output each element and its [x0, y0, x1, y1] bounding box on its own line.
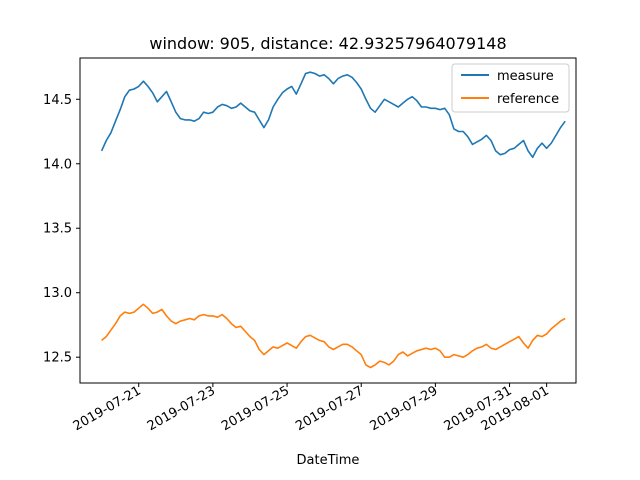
chart-title: window: 905, distance: 42.93257964079148 — [149, 34, 506, 53]
plot-lines — [100, 71, 566, 369]
x-tick-label: 2019-07-29 — [367, 383, 440, 434]
y-axis: 12.5 13.0 13.5 14.0 14.5 — [43, 93, 80, 366]
y-tick-label: 14.5 — [43, 93, 72, 108]
x-axis: 2019-07-21 2019-07-23 2019-07-25 2019-07-27… — [71, 383, 552, 434]
y-tick-label: 13.5 — [43, 222, 72, 237]
series-line-reference — [101, 303, 566, 369]
legend-label-measure: measure — [497, 69, 554, 84]
x-axis-label: DateTime — [297, 453, 360, 468]
plot-frame — [79, 57, 577, 384]
series-line-measure — [100, 71, 566, 159]
y-tick-label: 12.5 — [43, 351, 72, 366]
y-tick-label: 14.0 — [43, 157, 72, 172]
x-tick-label: 2019-07-21 — [71, 383, 144, 434]
x-tick-label: 2019-07-25 — [219, 383, 292, 434]
legend-label-reference: reference — [497, 92, 559, 107]
legend: measure reference — [451, 63, 570, 113]
x-tick-label: 2019-07-27 — [293, 383, 366, 434]
y-tick-label: 13.0 — [43, 286, 72, 301]
x-tick-label: 2019-07-23 — [145, 383, 218, 434]
